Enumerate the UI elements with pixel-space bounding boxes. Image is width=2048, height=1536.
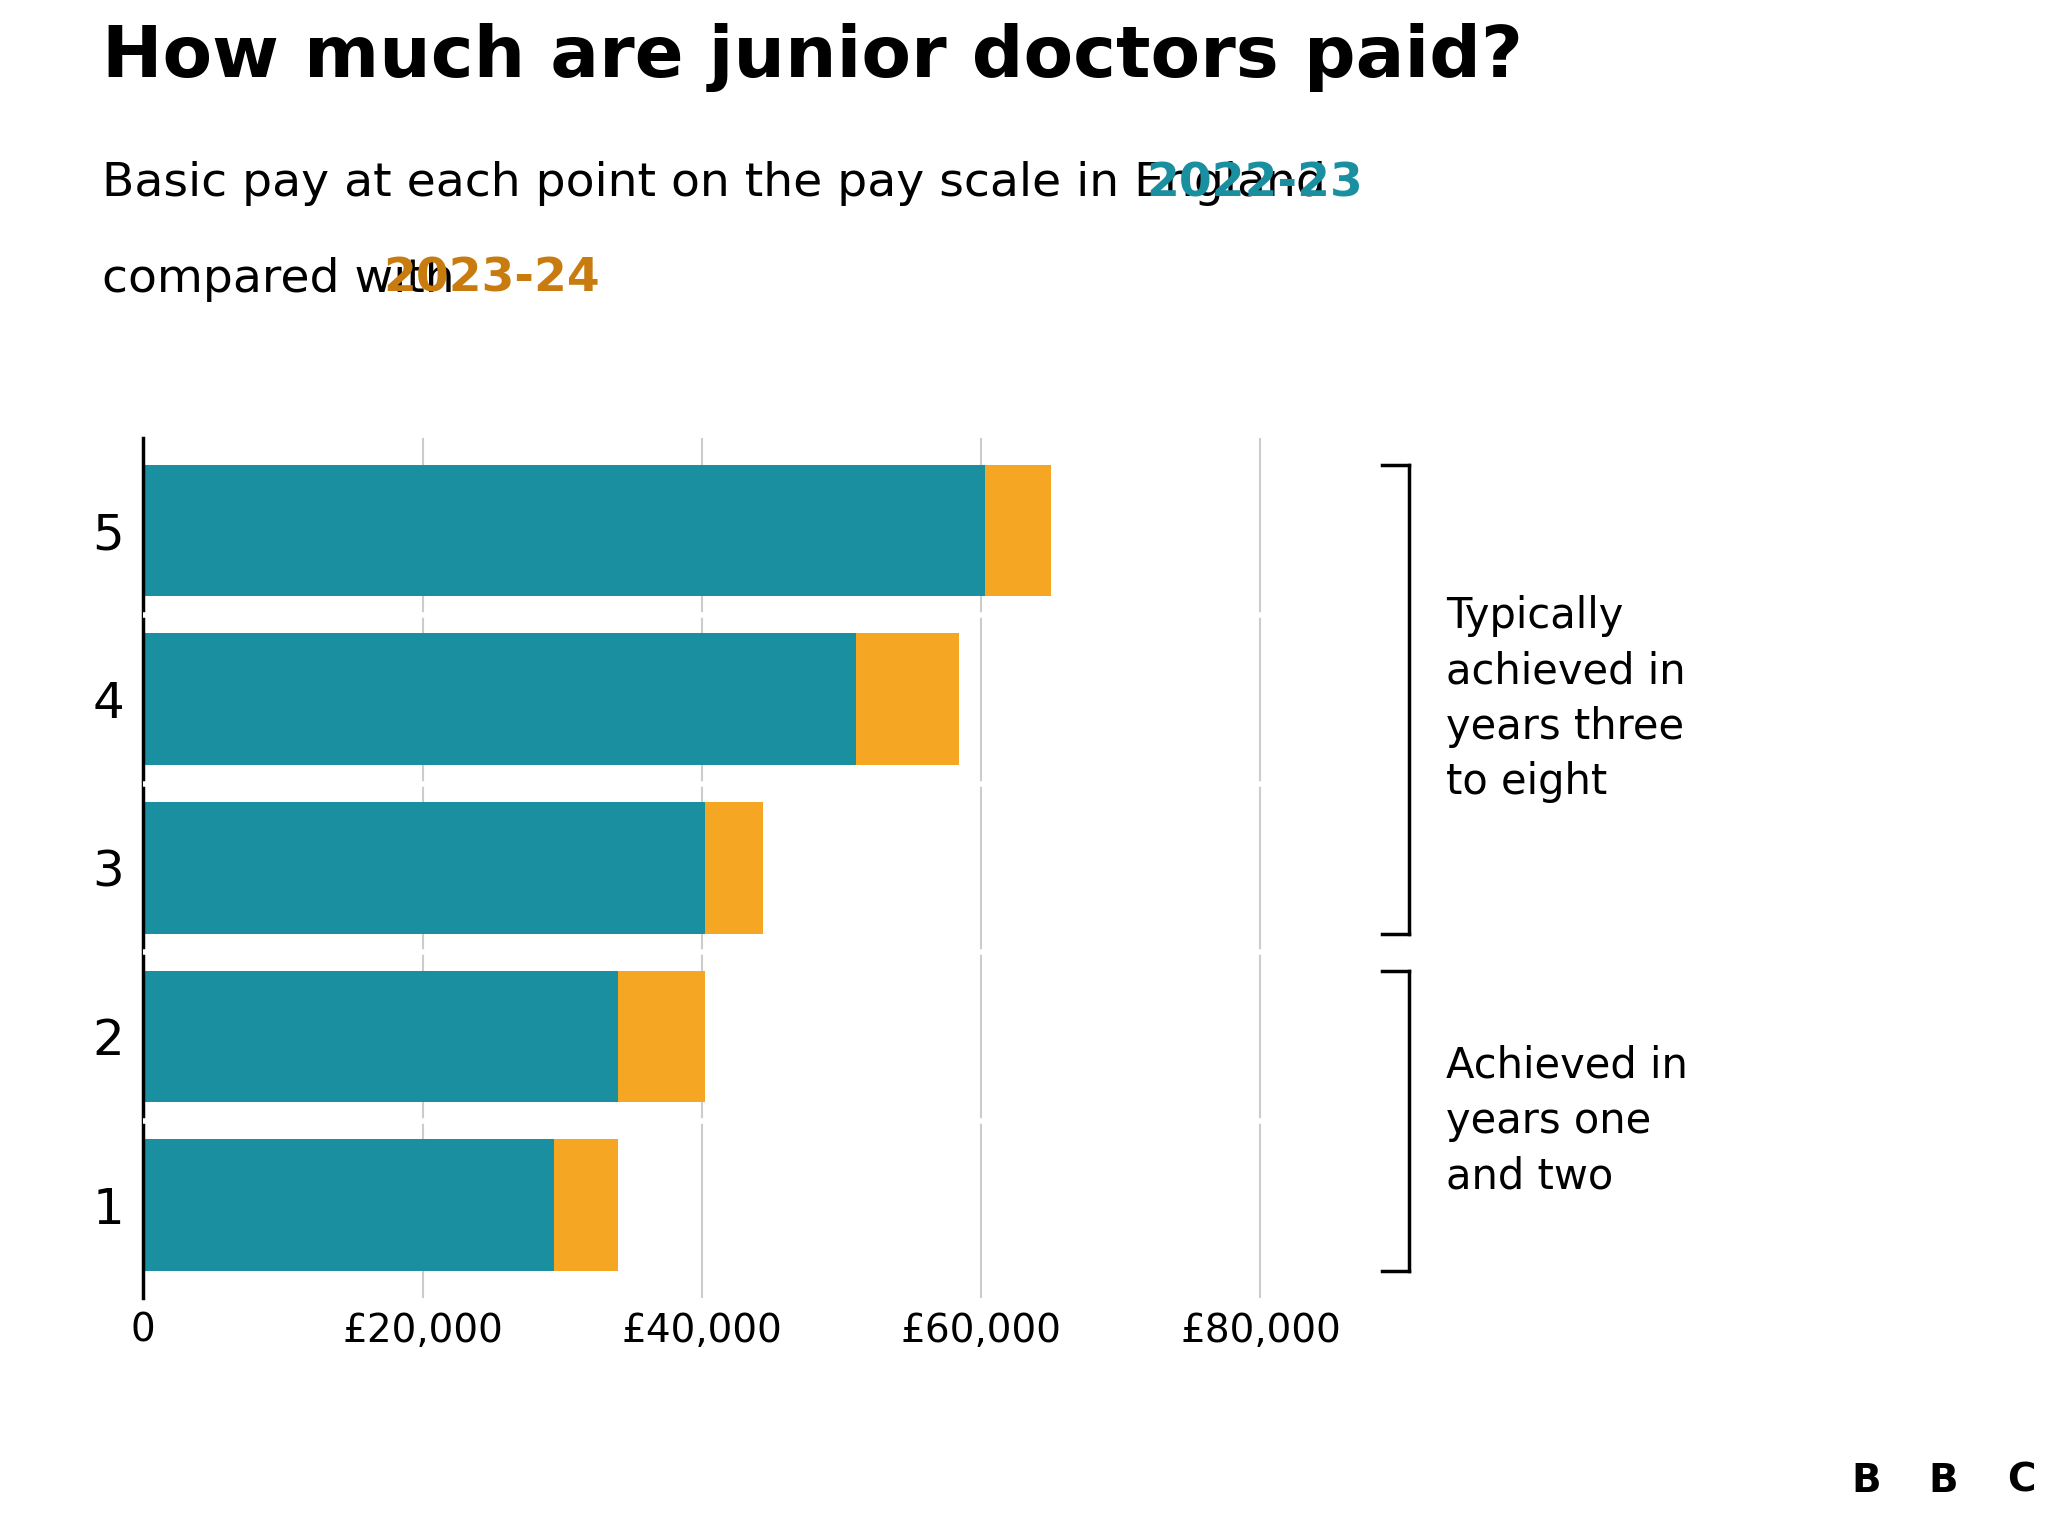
Bar (985, 465, 1051, 596)
Text: C: C (2007, 1462, 2036, 1499)
Bar (856, 633, 958, 765)
Bar (618, 971, 705, 1103)
Text: 2022-23: 2022-23 (1147, 161, 1362, 206)
Text: 2023-24: 2023-24 (383, 257, 600, 301)
FancyBboxPatch shape (1989, 1441, 2048, 1521)
Text: Basic pay at each point on the pay scale in England: Basic pay at each point on the pay scale… (102, 161, 1341, 206)
Bar (143, 1140, 553, 1270)
Bar (143, 633, 856, 765)
Text: How much are junior doctors paid?: How much are junior doctors paid? (102, 23, 1524, 92)
Bar (143, 802, 705, 934)
FancyBboxPatch shape (1833, 1441, 1898, 1521)
Bar (143, 465, 985, 596)
Text: B: B (1851, 1462, 1880, 1499)
Text: Typically
achieved in
years three
to eight: Typically achieved in years three to eig… (1446, 596, 1686, 803)
Bar (705, 802, 764, 934)
Bar (553, 1140, 618, 1270)
Bar (143, 971, 618, 1103)
Text: Achieved in
years one
and two: Achieved in years one and two (1446, 1044, 1688, 1197)
Text: Source: Department of Health and Social Care/British Medical Association: Source: Department of Health and Social … (45, 1464, 1550, 1498)
Text: B: B (1929, 1462, 1958, 1499)
Text: compared with: compared with (102, 257, 471, 301)
FancyBboxPatch shape (1911, 1441, 1976, 1521)
